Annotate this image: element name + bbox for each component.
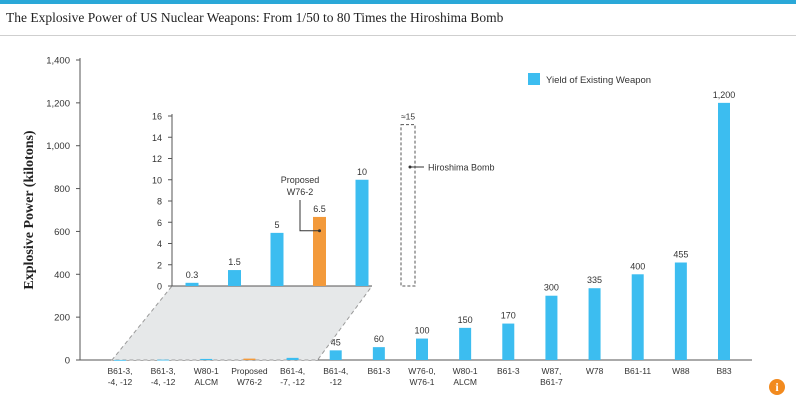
bar <box>372 347 385 360</box>
inset-bar <box>270 232 284 286</box>
x-tick-label: B61-4, <box>323 366 348 376</box>
inset-bar <box>228 270 241 286</box>
inset-bar-value-label: 10 <box>357 167 367 177</box>
x-tick-label: W78 <box>586 366 604 376</box>
x-tick-label: W88 <box>672 366 690 376</box>
x-tick-label: B61-3, <box>151 366 176 376</box>
x-tick-label: B61-11 <box>624 366 651 376</box>
zoom-connector <box>110 285 373 361</box>
y-tick-label: 600 <box>54 227 70 238</box>
x-tick-label: Proposed <box>231 366 268 376</box>
legend-label: Yield of Existing Weapon <box>546 75 651 86</box>
title-divider <box>0 35 796 36</box>
bar <box>718 102 730 360</box>
proposed-annotation-label: Proposed <box>281 175 320 185</box>
x-tick-label: -4, -12 <box>108 377 133 387</box>
bar-value-label: 170 <box>501 311 516 321</box>
x-tick-label: W87, <box>542 366 562 376</box>
inset-bar-value-label: 6.5 <box>313 204 326 214</box>
bar <box>459 327 472 360</box>
bar <box>674 262 687 360</box>
x-tick-label: B61-3 <box>497 366 520 376</box>
inset-y-tick-label: 16 <box>152 112 162 122</box>
x-tick-label: -7, -12 <box>280 377 305 387</box>
bar <box>545 295 558 360</box>
x-tick-label: ALCM <box>194 377 218 387</box>
y-tick-label: 1,400 <box>46 56 70 67</box>
bar <box>200 358 213 360</box>
bar <box>114 359 126 361</box>
x-tick-label: W76-1 <box>409 377 434 387</box>
inset-y-tick-label: 14 <box>152 133 162 143</box>
x-tick-label: B83 <box>716 366 731 376</box>
x-tick-label: W80-1 <box>194 366 219 376</box>
bar-value-label: 60 <box>374 334 384 344</box>
inset-y-tick-label: 0 <box>157 282 162 292</box>
bar <box>157 359 170 361</box>
y-axis-title: Explosive Power (kilotons) <box>22 130 37 290</box>
x-tick-label: B61-7 <box>540 377 563 387</box>
legend-swatch <box>528 73 540 85</box>
bar-value-label: 150 <box>458 315 473 325</box>
hiroshima-reference-bar <box>400 124 416 287</box>
inset-bar <box>313 216 326 286</box>
inset-y-tick-label: 8 <box>157 197 162 207</box>
inset-bar <box>185 282 199 286</box>
inset-bar-value-label: 0.3 <box>186 270 199 280</box>
x-tick-label: -12 <box>330 377 343 387</box>
x-tick-label: W80-1 <box>453 366 478 376</box>
inset-y-tick-label: 2 <box>157 260 162 270</box>
y-tick-label: 0 <box>65 356 70 367</box>
bar <box>416 338 428 360</box>
x-tick-label: ALCM <box>453 377 477 387</box>
inset-y-tick-label: 4 <box>157 239 162 249</box>
hiroshima-value-label: ≈15 <box>401 112 415 122</box>
bar <box>631 274 644 360</box>
inset-y-tick-label: 12 <box>152 154 162 164</box>
chart-title: The Explosive Power of US Nuclear Weapon… <box>6 10 504 25</box>
inset-y-tick-label: 6 <box>157 218 162 228</box>
bar-value-label: 300 <box>544 283 559 293</box>
x-tick-label: W76-2 <box>237 377 262 387</box>
bar <box>243 358 256 360</box>
top-accent-bar <box>0 0 796 4</box>
bar <box>329 350 342 360</box>
bar <box>502 323 515 360</box>
bar-value-label: 400 <box>630 261 645 271</box>
proposed-annotation-label: W76-2 <box>287 187 314 197</box>
x-tick-label: W76-0, <box>408 366 435 376</box>
proposed-leader-line <box>299 200 320 232</box>
bar-value-label: 335 <box>587 275 602 285</box>
x-tick-label: B61-3 <box>368 366 391 376</box>
bar-value-label: 100 <box>414 326 429 336</box>
inset-bar <box>355 179 369 286</box>
info-icon[interactable]: i <box>769 379 785 395</box>
inset-y-tick-label: 10 <box>152 175 162 185</box>
y-tick-label: 800 <box>54 184 70 195</box>
x-tick-label: -4, -12 <box>151 377 176 387</box>
inset-bar-value-label: 1.5 <box>228 257 241 267</box>
y-tick-label: 400 <box>54 270 70 281</box>
y-tick-label: 1,200 <box>46 98 70 109</box>
bar-value-label: 45 <box>331 337 341 347</box>
y-tick-label: 1,000 <box>46 141 70 152</box>
inset-bar-value-label: 5 <box>274 220 279 230</box>
hiroshima-label: Hiroshima Bomb <box>428 163 495 173</box>
bar <box>588 288 601 360</box>
bar-value-label: 1,200 <box>713 90 736 100</box>
x-tick-label: B61-4, <box>280 366 305 376</box>
x-tick-label: B61-3, <box>107 366 132 376</box>
bar-value-label: 455 <box>673 250 688 260</box>
proposed-marker <box>318 229 321 233</box>
y-tick-label: 200 <box>54 313 70 324</box>
bar <box>286 357 299 360</box>
